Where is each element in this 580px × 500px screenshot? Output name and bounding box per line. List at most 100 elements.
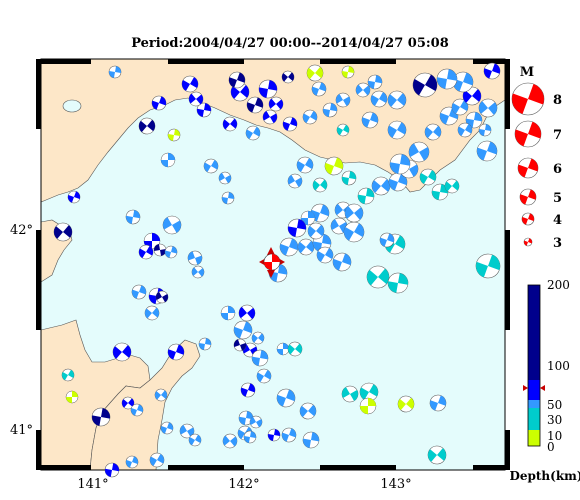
beachball <box>336 123 350 137</box>
beachball <box>167 343 185 361</box>
beachball <box>268 96 284 112</box>
beachball <box>188 91 204 107</box>
magnitude-legend: 8 7 6 5 4 3 <box>511 82 562 251</box>
beachball <box>397 395 415 413</box>
beachball <box>322 102 338 118</box>
beachball <box>164 245 178 259</box>
beachball <box>297 238 315 256</box>
focal-mechanisms <box>53 62 501 478</box>
beachball <box>478 123 492 137</box>
beachball <box>151 95 167 111</box>
depth-colorbar <box>523 284 545 447</box>
beachball <box>341 170 357 186</box>
beachball <box>341 65 355 79</box>
beachball <box>312 177 328 193</box>
depth-label-100: 100 <box>547 359 570 373</box>
beachball <box>91 407 111 427</box>
beachball <box>262 109 278 125</box>
depth-band-40-10 <box>528 408 540 430</box>
main-event-marker-top <box>267 247 275 255</box>
beachball <box>154 388 168 402</box>
magnitude-legend-label: 6 <box>553 162 562 177</box>
depth-band-50-40 <box>528 400 540 408</box>
beachball <box>465 111 483 129</box>
beachball <box>451 98 469 116</box>
beachball <box>138 244 154 260</box>
beachball <box>310 203 330 223</box>
beachball <box>424 123 442 141</box>
beachball <box>220 305 236 321</box>
beachball <box>155 290 169 304</box>
beachball <box>311 81 327 97</box>
beachball <box>67 190 81 204</box>
lat-label-41: 41° <box>10 423 33 438</box>
magnitude-legend-ball <box>514 120 542 148</box>
beachball <box>251 331 265 345</box>
beachball <box>187 250 203 266</box>
beachball <box>478 98 498 118</box>
beachball <box>281 70 295 84</box>
beachball <box>281 427 297 443</box>
beachball <box>153 243 167 257</box>
beachball <box>361 111 379 129</box>
beachball <box>370 90 388 108</box>
frame-ticks <box>36 59 510 470</box>
lon-label-142: 142° <box>228 477 259 492</box>
magnitude-legend-ball <box>519 188 537 206</box>
depth-band-10-0 <box>528 430 540 446</box>
beachball <box>188 433 202 447</box>
beachball <box>306 64 324 82</box>
beachball <box>324 156 344 176</box>
beachball <box>131 284 147 300</box>
beachball <box>388 172 408 192</box>
magnitude-legend-label: 8 <box>553 93 562 108</box>
magnitude-legend-label: 3 <box>553 236 562 251</box>
beachball <box>240 382 256 398</box>
depth-label-10: 10 <box>547 429 562 443</box>
beachball <box>198 337 212 351</box>
beachball <box>144 305 160 321</box>
main-event-marker-bottom <box>267 270 275 278</box>
beachball <box>222 433 238 449</box>
beachball <box>476 140 498 162</box>
beachball <box>138 117 156 135</box>
beachball <box>221 191 235 205</box>
beachball <box>125 209 141 225</box>
beachball <box>419 168 437 186</box>
lake <box>62 99 82 113</box>
beachball <box>130 403 144 417</box>
beachball <box>160 152 176 168</box>
beachball <box>245 125 261 141</box>
beachball <box>387 272 409 294</box>
land-hokkaido <box>40 58 506 203</box>
beachball <box>218 171 232 185</box>
lat-label-42: 42° <box>10 223 33 238</box>
beachball <box>233 338 247 352</box>
beachball <box>191 265 205 279</box>
depth-marker-right <box>540 385 545 391</box>
beachball <box>276 388 296 408</box>
beachball <box>444 178 460 194</box>
beachball <box>335 92 351 108</box>
beachball <box>228 71 246 89</box>
beachball <box>65 390 79 404</box>
magnitude-legend-label: 7 <box>553 128 562 143</box>
beachball <box>203 158 219 174</box>
beachball <box>330 217 348 235</box>
depth-colorbar-frame <box>527 284 541 447</box>
magnitude-legend-ball <box>517 157 539 179</box>
beachball <box>389 153 411 175</box>
beachball <box>251 349 269 367</box>
beachball <box>302 109 318 125</box>
depth-label-200: 200 <box>547 278 570 292</box>
beachball <box>162 215 182 235</box>
beachball <box>316 246 334 264</box>
beachball <box>267 428 281 442</box>
beachball <box>412 72 438 98</box>
beachball <box>238 304 256 322</box>
beachball <box>475 253 501 279</box>
depth-label-30: 30 <box>547 413 562 427</box>
beachball <box>307 222 325 240</box>
main-event-beachball <box>263 253 281 271</box>
